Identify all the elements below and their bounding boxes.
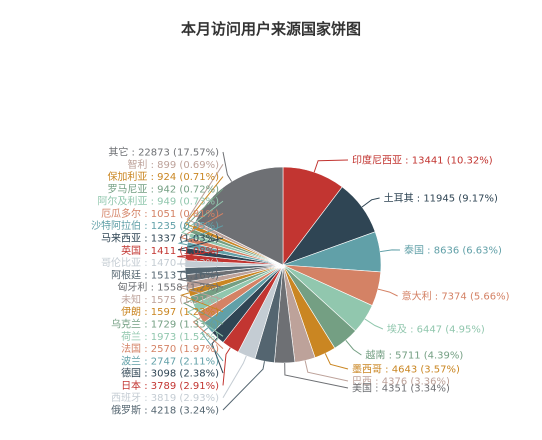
leader-line-0 — [313, 159, 349, 173]
slice-label-17: 伊朗 : 1597 (1.23%) — [121, 306, 219, 318]
leader-line-26 — [181, 200, 224, 236]
slice-label-25: 厄瓜多尔 : 1051 (0.81%) — [101, 207, 219, 220]
slice-label-13: 波兰 : 2747 (2.11%) — [121, 354, 219, 367]
leader-line-24 — [177, 225, 224, 246]
slice-label-22: 英国 : 1411 (1.08%) — [121, 244, 219, 257]
leader-line-1 — [361, 197, 380, 208]
leader-line-27 — [182, 188, 224, 232]
slice-label-30: 其它 : 22873 (17.57%) — [108, 146, 219, 159]
slice-label-15: 荷兰 : 1973 (1.52%) — [121, 330, 219, 343]
leaders-layer — [176, 151, 401, 411]
slice-label-29: 智利 : 899 (0.69%) — [127, 158, 219, 171]
leader-line-20 — [177, 270, 224, 276]
slice-label-12: 德国 : 3098 (2.38%) — [121, 367, 219, 380]
slice-label-7: 巴西 : 4376 (3.36%) — [352, 376, 450, 388]
leader-line-4 — [364, 318, 384, 330]
slice-label-23: 马来西亚 : 1337 (1.03%) — [101, 233, 219, 245]
slice-label-26: 阿尔及利亚 : 949 (0.73%) — [97, 195, 219, 208]
slice-label-0: 印度尼西亚 : 13441 (10.32%) — [352, 154, 493, 167]
leader-line-6 — [324, 353, 349, 370]
leader-line-8 — [284, 362, 349, 389]
slice-label-2: 泰国 : 8636 (6.63%) — [404, 244, 502, 257]
slice-label-19: 匈牙利 : 1558 (1.2%) — [117, 281, 219, 294]
leader-line-17 — [179, 292, 224, 313]
leader-line-22 — [177, 249, 224, 258]
slice-label-18: 未知 : 1575 (1.21%) — [121, 293, 219, 306]
slice-label-6: 墨西哥 : 4643 (3.57%) — [352, 364, 460, 376]
leader-line-21 — [176, 262, 224, 265]
leader-line-30 — [222, 151, 233, 182]
slice-label-27: 罗马尼亚 : 942 (0.72%) — [107, 183, 219, 195]
labels-layer: 印度尼西亚 : 13441 (10.32%) 土耳其 : 11945 (9.17%… — [91, 146, 510, 417]
leader-line-29 — [186, 164, 224, 224]
leader-line-28 — [184, 176, 224, 228]
slice-label-16: 乌克兰 : 1729 (1.33%) — [111, 318, 219, 331]
slice-label-11: 日本 : 3789 (2.91%) — [121, 379, 219, 392]
slice-label-14: 法国 : 2570 (1.97%) — [121, 342, 219, 355]
slice-label-1: 土耳其 : 11945 (9.17%) — [384, 192, 498, 205]
leader-line-9 — [222, 361, 265, 411]
leader-line-15 — [186, 307, 224, 337]
leader-line-25 — [179, 212, 224, 241]
leader-line-19 — [177, 277, 224, 288]
leader-line-12 — [211, 337, 224, 374]
slice-label-9: 俄罗斯 : 4218 (3.24%) — [111, 404, 219, 417]
slice-label-20: 阿根廷 : 1513 (1.16%) — [111, 268, 219, 281]
leader-line-13 — [201, 327, 224, 362]
leader-line-16 — [182, 299, 224, 325]
leader-line-18 — [179, 285, 224, 300]
leader-line-10 — [222, 355, 247, 398]
slice-label-5: 越南 : 5711 (4.39%) — [365, 349, 463, 362]
leader-line-2 — [380, 249, 401, 253]
slice-label-28: 保加利亚 : 924 (0.71%) — [107, 170, 219, 183]
slices-layer — [184, 166, 382, 364]
slice-label-3: 意大利 : 7374 (5.66%) — [402, 290, 510, 303]
leader-line-5 — [345, 339, 362, 356]
slice-label-24: 沙特阿拉伯 : 1235 (0.95%) — [91, 219, 219, 232]
slice-label-4: 埃及 : 6447 (4.95%) — [387, 323, 485, 336]
slice-label-8: 美国 : 4351 (3.34%) — [352, 382, 450, 395]
leader-line-23 — [177, 237, 224, 252]
slice-label-10: 西班牙 : 3819 (2.93%) — [111, 392, 219, 404]
leader-line-11 — [222, 347, 231, 386]
slice-label-21: 哥伦比亚 : 1470 (1.13%) — [101, 256, 219, 269]
leader-line-3 — [377, 288, 398, 297]
leader-line-7 — [304, 360, 349, 382]
chart-title: 本月访问用户来源国家饼图 — [180, 20, 361, 38]
pie-slice-30[interactable] — [195, 166, 284, 266]
